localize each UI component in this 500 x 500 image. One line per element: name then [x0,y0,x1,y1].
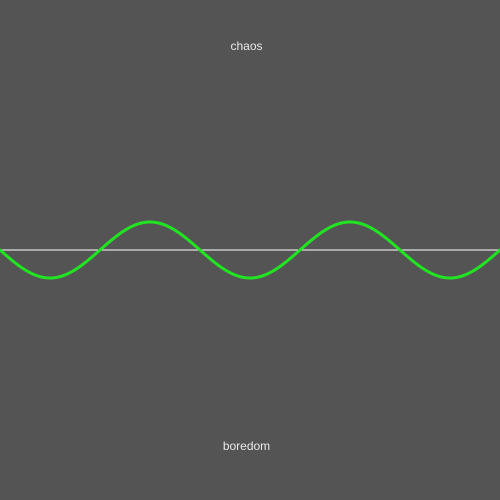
sine-wave [0,220,500,280]
chaos-label: chaos [230,39,263,53]
boredom-label: boredom [222,439,271,453]
